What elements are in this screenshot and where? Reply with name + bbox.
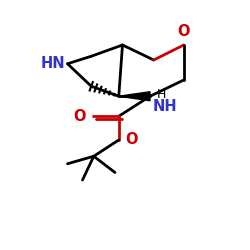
Text: O: O	[125, 132, 138, 148]
Polygon shape	[119, 92, 150, 101]
Text: NH: NH	[152, 99, 177, 114]
Text: H: H	[156, 88, 166, 102]
Text: HN: HN	[40, 56, 65, 71]
Text: O: O	[178, 24, 190, 39]
Text: O: O	[74, 109, 86, 124]
